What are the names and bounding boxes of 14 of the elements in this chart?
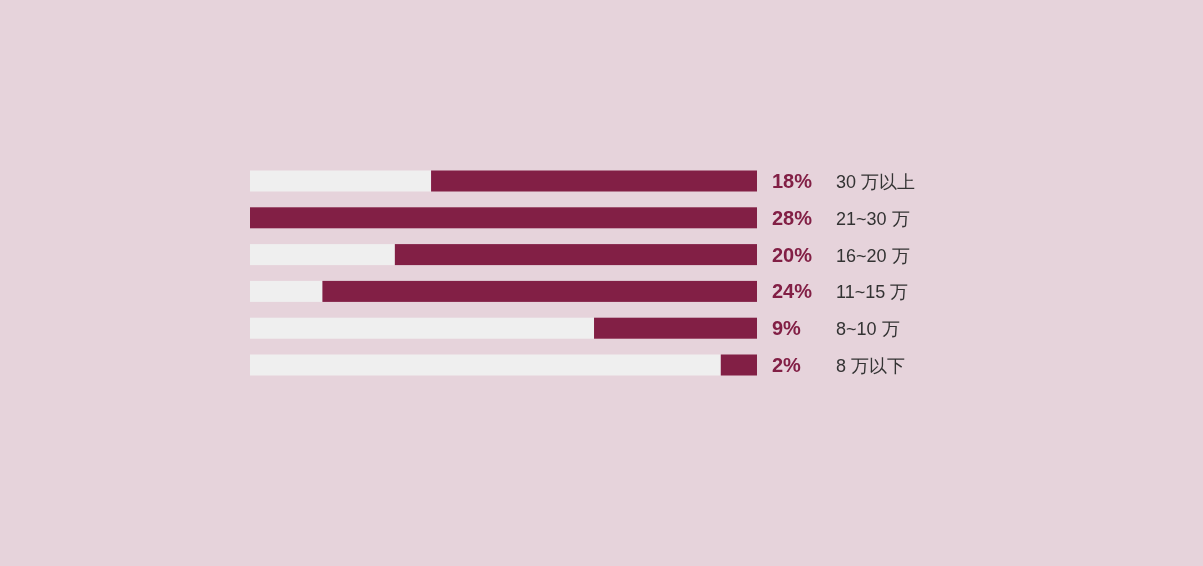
y-tick-label: 16~20 万 [836,245,910,266]
y-tick-label: 8 万以下 [836,356,906,376]
bar [250,207,757,229]
y-tick-label: 8~10 万 [836,319,900,340]
y-tick-label: 30 万以上 [836,172,916,192]
data-label: 9% [772,317,802,340]
y-tick-label: 21~30 万 [836,208,910,229]
data-label: 24% [772,280,813,303]
data-label: 2% [772,354,802,376]
data-label: 20% [772,243,813,266]
data-label: 28% [772,206,813,229]
y-tick-label: 11~15 万 [836,282,909,303]
data-label: 18% [772,170,813,192]
bar [720,354,757,376]
